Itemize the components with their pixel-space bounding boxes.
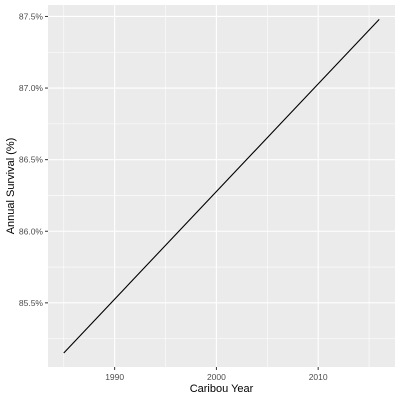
- y-tick-label: 87.0%: [19, 83, 44, 93]
- y-tick-label: 85.5%: [19, 298, 44, 308]
- x-tick-label: 2000: [207, 372, 226, 382]
- y-axis-title: Annual Survival (%): [5, 138, 17, 235]
- major-gridlines: [48, 5, 395, 367]
- series-line: [63, 18, 380, 354]
- x-tick-label: 1990: [105, 372, 124, 382]
- x-axis: 1990 2000 2010: [105, 367, 328, 382]
- y-tick-label: 87.5%: [19, 11, 44, 21]
- y-tick-label: 86.5%: [19, 155, 44, 165]
- x-tick-label: 2010: [309, 372, 328, 382]
- series-layer: [63, 18, 380, 354]
- y-tick-label: 86.0%: [19, 226, 44, 236]
- minor-gridlines: [48, 5, 395, 367]
- y-axis: 85.5% 86.0% 86.5% 87.0% 87.5%: [19, 11, 48, 308]
- x-axis-title: Caribou Year: [190, 383, 254, 395]
